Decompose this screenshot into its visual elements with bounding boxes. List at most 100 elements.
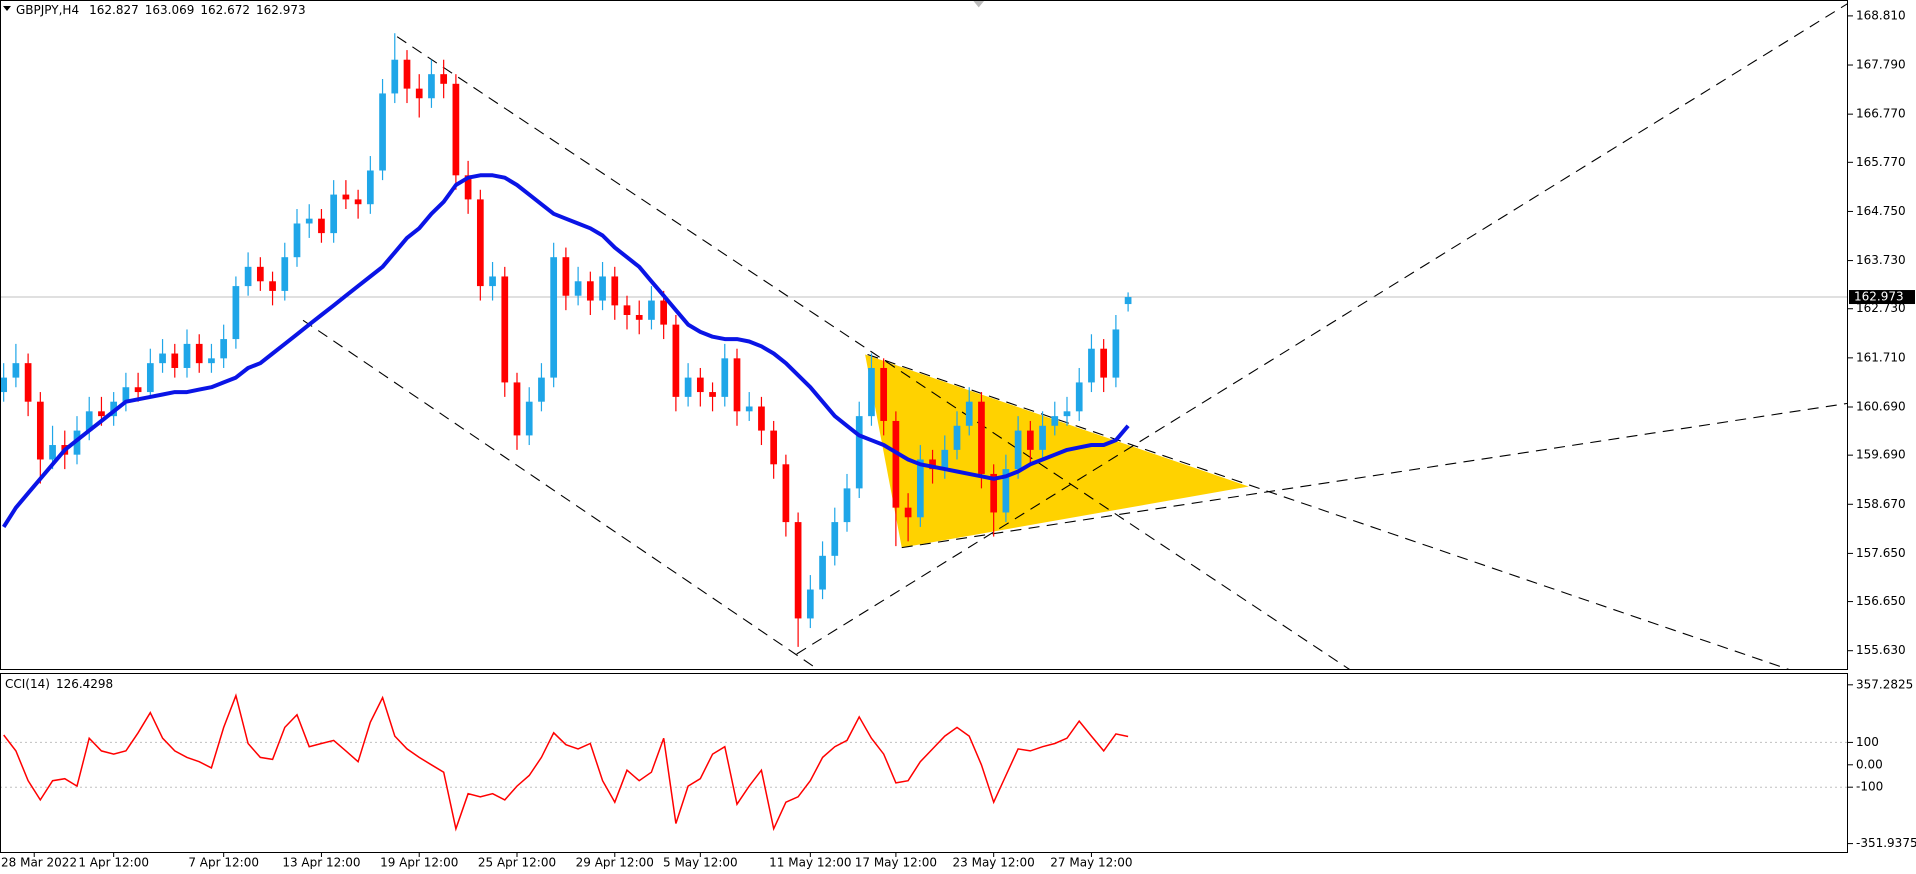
candle-body <box>586 281 594 301</box>
candle-body <box>525 401 533 436</box>
candle-body <box>941 449 949 470</box>
candle-body <box>782 464 790 523</box>
y-tick-label: 166.770 <box>1856 107 1906 121</box>
candle-body <box>855 416 863 489</box>
main-frame <box>0 0 1848 670</box>
last-open: 162.827 <box>89 3 139 17</box>
x-tick-label: 1 Apr 12:00 <box>78 856 149 870</box>
candle-body <box>623 305 631 315</box>
candle-body <box>794 522 802 619</box>
candle-body <box>648 300 655 320</box>
candle-body <box>98 411 105 417</box>
candle-body <box>819 555 826 590</box>
candle-body <box>684 377 692 397</box>
candle-body <box>562 257 570 296</box>
y-tick-label: 165.770 <box>1856 155 1906 169</box>
cci-frame <box>0 673 1848 853</box>
x-tick-label: 13 Apr 12:00 <box>282 856 360 870</box>
plot <box>0 33 1848 647</box>
candle-body <box>269 281 276 291</box>
candle-body <box>1100 348 1108 378</box>
candle-body <box>464 175 472 200</box>
candle-body <box>770 430 778 465</box>
candle-body <box>892 420 900 508</box>
y-tick-label: 163.730 <box>1856 253 1906 267</box>
candle-body <box>990 473 998 513</box>
candle-body <box>366 170 374 205</box>
trend-line <box>396 36 1350 669</box>
candle-body <box>305 218 313 224</box>
chart-header: GBPJPY,H4 162.827 163.069 162.672 162.973 <box>16 3 306 17</box>
candle-body <box>599 276 606 301</box>
candle-body <box>379 93 386 171</box>
x-tick-label: 11 May 12:00 <box>769 856 851 870</box>
x-tick-label: 25 Apr 12:00 <box>478 856 556 870</box>
candle-body <box>0 377 8 393</box>
candle-body <box>232 286 240 340</box>
candle-body <box>452 83 460 176</box>
candle-body <box>195 343 203 364</box>
triangle-pattern <box>865 354 1249 548</box>
candle-body <box>978 401 985 474</box>
candle-body <box>354 199 362 205</box>
current-price-label: 162.973 <box>1854 290 1904 304</box>
y-tick-label: 168.810 <box>1856 8 1906 22</box>
candle-body <box>709 392 716 397</box>
y-tick-label: 155.630 <box>1856 643 1906 657</box>
candle-body <box>1039 425 1046 450</box>
x-tick-label: 23 May 12:00 <box>953 856 1035 870</box>
x-tick-label: 28 Mar 2022 <box>1 856 77 870</box>
candle-body <box>513 382 521 436</box>
candle-body <box>415 88 423 99</box>
candle-body <box>721 358 729 397</box>
y-tick-label: 158.670 <box>1856 497 1906 511</box>
candle-body <box>745 406 753 412</box>
candle-body <box>318 218 325 234</box>
x-tick-label: 17 May 12:00 <box>855 856 937 870</box>
moving-average <box>2 173 1130 528</box>
candle-body <box>134 387 142 393</box>
candle-body <box>1002 469 1010 513</box>
current-price-tag <box>1849 290 1915 305</box>
candle-body <box>1112 329 1120 378</box>
cci-label: CCI(14) <box>5 677 50 691</box>
y-tick-label: -351.9375 <box>1856 836 1916 850</box>
candle-body <box>440 74 448 84</box>
candle-body <box>256 266 264 282</box>
symbol: GBPJPY,H4 <box>16 3 79 17</box>
y-tick-label: 0.00 <box>1856 757 1883 771</box>
shift-marker <box>972 0 985 8</box>
last-close: 162.973 <box>256 3 306 17</box>
y-tick-label: 160.690 <box>1856 399 1906 413</box>
candle-body <box>1075 382 1083 412</box>
candle-body <box>1014 430 1022 470</box>
y-tick-label: 100 <box>1856 735 1879 749</box>
x-tick-label: 19 Apr 12:00 <box>380 856 458 870</box>
candle-body <box>843 488 851 523</box>
candle-body <box>574 281 582 296</box>
candle-body <box>428 74 435 99</box>
x-tick-label: 27 May 12:00 <box>1050 856 1132 870</box>
candle-body <box>501 276 509 383</box>
candle-body <box>550 257 558 378</box>
candle-body <box>611 276 619 306</box>
candle-body <box>1063 411 1071 417</box>
candle-body <box>538 377 545 402</box>
candle-body <box>330 194 338 234</box>
candle-body <box>1026 430 1034 450</box>
y-tick-label: 161.710 <box>1856 350 1906 364</box>
candle-body <box>965 401 973 426</box>
y-tick-label: 162.730 <box>1856 301 1906 315</box>
candle-body <box>696 377 704 393</box>
candle-body <box>244 266 252 287</box>
cci-line <box>3 693 1129 832</box>
cci-header: CCI(14) 126.4298 <box>5 677 113 691</box>
candle-body <box>1088 348 1095 383</box>
candle-body <box>880 367 888 421</box>
candle-body <box>171 353 179 368</box>
x-tick-label: 7 Apr 12:00 <box>188 856 259 870</box>
trend-line <box>867 353 1790 669</box>
x-tick-label: 29 Apr 12:00 <box>576 856 654 870</box>
candle-body <box>489 276 496 287</box>
